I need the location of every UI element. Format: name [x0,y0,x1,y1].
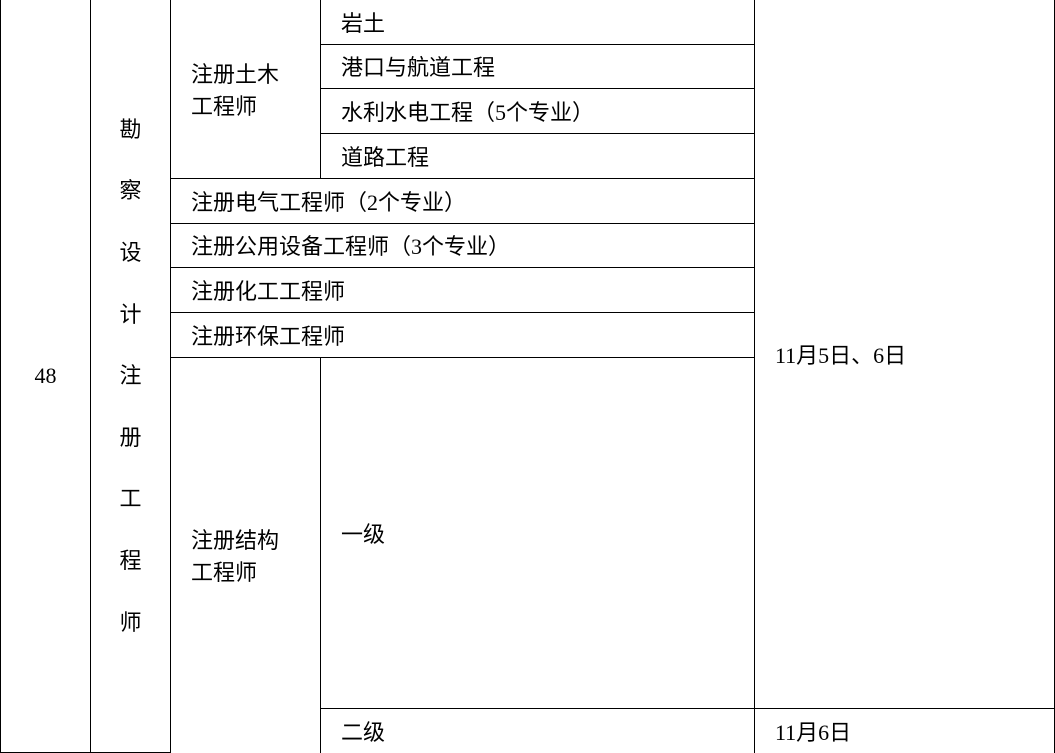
civil-engineer-label-cell: 注册土木工程师 [171,0,321,178]
table-row: 48 勘 察 设 计 注 册 工 程 师 注册土木工程师 岩土 [1,0,1055,44]
environmental-text: 注册环保工程师 [191,324,345,349]
date2-cell: 11月6日 [755,708,1055,752]
structural-label-cell: 注册结构工程师 [171,357,321,752]
public-equipment-cell: 注册公用设备工程师（3个专业） [171,223,755,268]
structural-level1-cell: 一级 [321,357,755,708]
exam-schedule-table: 48 勘 察 设 计 注 册 工 程 师 注册土木工程师 岩土 [0,0,1055,753]
civil-item-2: 水利水电工程（5个专业） [341,100,594,125]
structural-label: 注册结构工程师 [191,528,279,585]
electrical-text: 注册电气工程师（2个专业） [191,190,466,215]
row-number: 48 [35,363,57,388]
structural-level2-cell: 二级 [321,708,755,752]
civil-engineer-label: 注册土木工程师 [191,62,279,119]
chemical-text: 注册化工工程师 [191,279,345,304]
civil-item-cell: 水利水电工程（5个专业） [321,89,755,134]
civil-item-cell: 岩土 [321,0,755,44]
electrical-cell: 注册电气工程师（2个专业） [171,178,755,223]
row-number-cell: 48 [1,0,91,753]
vertical-category-text: 勘 察 设 计 注 册 工 程 师 [91,0,170,752]
civil-item-1: 港口与航道工程 [341,55,495,80]
public-equipment-text: 注册公用设备工程师（3个专业） [191,234,510,259]
structural-level1-text: 一级 [341,522,385,547]
date1-text: 11月5日、6日 [775,343,906,368]
civil-item-0: 岩土 [341,11,385,36]
civil-item-cell: 港口与航道工程 [321,44,755,89]
schedule-table: 48 勘 察 设 计 注 册 工 程 师 注册土木工程师 岩土 [0,0,1055,753]
date1-cell: 11月5日、6日 [755,0,1055,708]
structural-level2-text: 二级 [341,720,385,745]
civil-item-cell: 道路工程 [321,134,755,179]
civil-item-3: 道路工程 [341,145,429,170]
category-vertical-cell: 勘 察 设 计 注 册 工 程 师 [91,0,171,753]
date2-text: 11月6日 [775,720,851,745]
chemical-cell: 注册化工工程师 [171,268,755,313]
environmental-cell: 注册环保工程师 [171,313,755,358]
